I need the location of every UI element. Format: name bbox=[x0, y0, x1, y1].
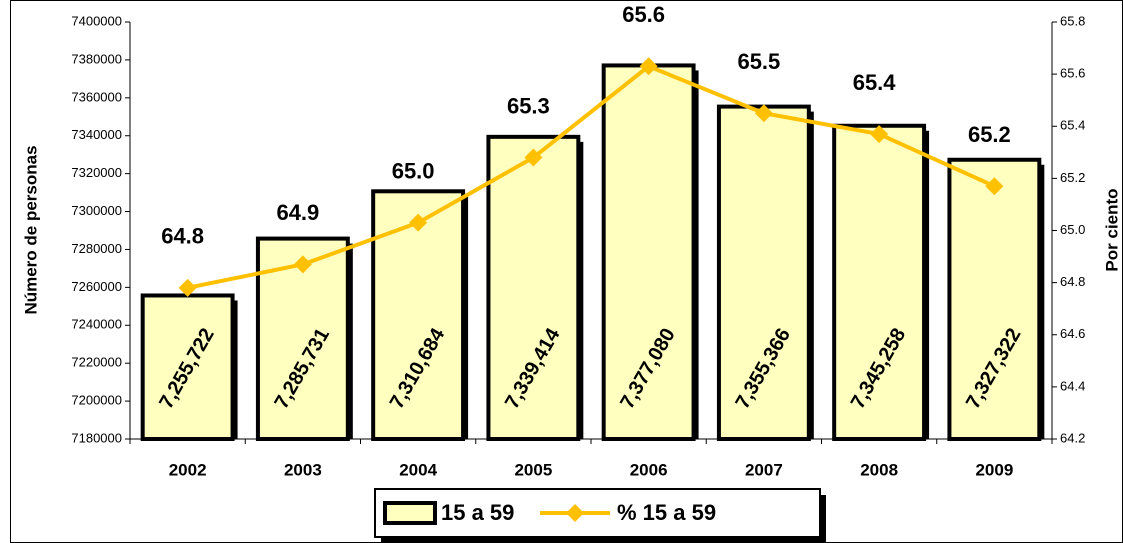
bar bbox=[601, 63, 696, 441]
legend-label: 15 a 59 bbox=[441, 500, 514, 525]
x-tick-label: 2003 bbox=[284, 460, 322, 479]
y-tick-label: 7200000 bbox=[71, 393, 122, 408]
y-tick-label: 7240000 bbox=[71, 317, 122, 332]
line-marker bbox=[639, 57, 658, 76]
x-tick-label: 2006 bbox=[630, 460, 668, 479]
line-value-label: 64.9 bbox=[276, 200, 319, 225]
line-value-label: 65.2 bbox=[968, 122, 1011, 147]
y2-axis-title: Por ciento bbox=[1102, 188, 1121, 271]
y2-tick-label: 64.6 bbox=[1060, 326, 1085, 341]
y-tick-label: 7280000 bbox=[71, 241, 122, 256]
y2-tick-label: 65.0 bbox=[1060, 222, 1085, 237]
bar bbox=[716, 104, 811, 441]
y-tick-label: 7380000 bbox=[71, 51, 122, 66]
line-value-label: 65.0 bbox=[392, 158, 435, 183]
y-tick-label: 7400000 bbox=[71, 13, 122, 28]
line-marker bbox=[754, 104, 773, 123]
y2-tick-label: 65.4 bbox=[1060, 118, 1085, 133]
bar bbox=[486, 134, 581, 441]
legend-swatch bbox=[383, 501, 437, 525]
line-marker bbox=[524, 148, 543, 167]
y-tick-label: 7360000 bbox=[71, 89, 122, 104]
line-value-label: 65.4 bbox=[853, 70, 897, 95]
line-value-label: 65.6 bbox=[622, 2, 665, 27]
legend-label: % 15 a 59 bbox=[617, 500, 716, 525]
y-tick-label: 7340000 bbox=[71, 127, 122, 142]
y2-tick-label: 64.4 bbox=[1060, 378, 1085, 393]
y2-tick-label: 64.8 bbox=[1060, 274, 1085, 289]
line-marker bbox=[293, 255, 312, 274]
line bbox=[187, 64, 996, 290]
legend-marker bbox=[566, 504, 584, 522]
bar bbox=[947, 157, 1042, 441]
x-tick-label: 2004 bbox=[399, 460, 437, 479]
x-tick-label: 2009 bbox=[975, 460, 1013, 479]
line-marker bbox=[409, 213, 428, 232]
y2-tick-label: 65.6 bbox=[1060, 66, 1085, 81]
bar bbox=[832, 123, 927, 441]
y-axis-title: Número de personas bbox=[21, 145, 40, 314]
y2-tick-label: 65.2 bbox=[1060, 170, 1085, 185]
x-tick-label: 2007 bbox=[745, 460, 783, 479]
y2-tick-label: 64.2 bbox=[1060, 430, 1085, 445]
y-tick-label: 7260000 bbox=[71, 279, 122, 294]
line-value-label: 64.8 bbox=[161, 224, 204, 249]
x-tick-label: 2008 bbox=[860, 460, 898, 479]
line-value-label: 65.3 bbox=[507, 93, 550, 118]
x-tick-label: 2002 bbox=[169, 460, 207, 479]
line-marker bbox=[178, 278, 197, 297]
line-marker bbox=[870, 125, 889, 144]
y-tick-label: 7320000 bbox=[71, 165, 122, 180]
bar bbox=[140, 293, 235, 441]
line-marker bbox=[985, 177, 1004, 196]
y2-tick-label: 65.8 bbox=[1060, 13, 1085, 28]
x-tick-label: 2005 bbox=[514, 460, 552, 479]
line-value-label: 65.5 bbox=[737, 49, 780, 74]
y-tick-label: 7180000 bbox=[71, 430, 122, 445]
y-tick-label: 7220000 bbox=[71, 355, 122, 370]
y-tick-label: 7300000 bbox=[71, 203, 122, 218]
